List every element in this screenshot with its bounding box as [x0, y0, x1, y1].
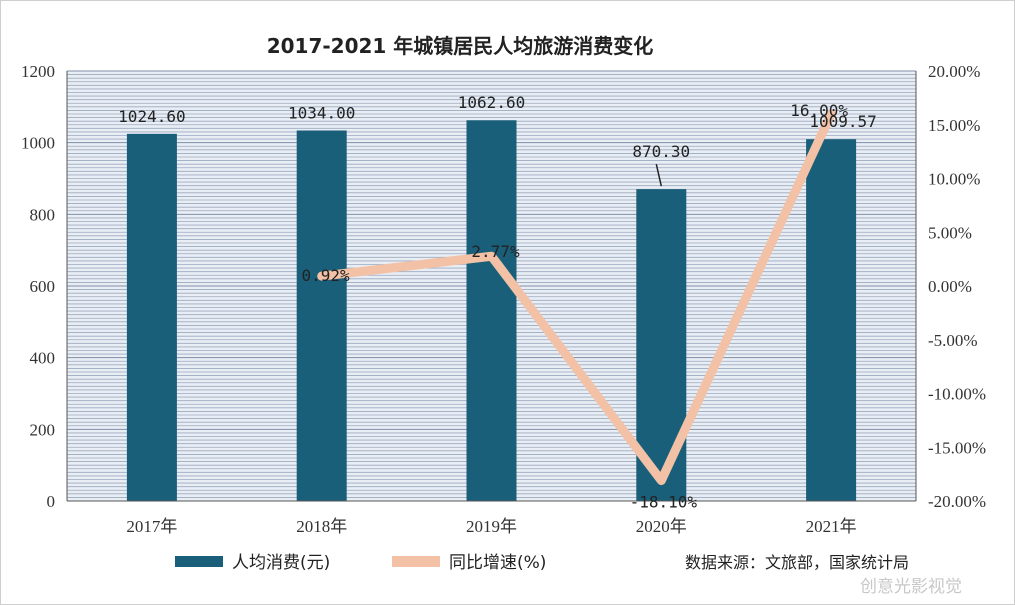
bar-2017年 — [126, 133, 177, 501]
left-tick-label: 0 — [47, 492, 56, 511]
right-tick-label: 10.00% — [928, 170, 980, 189]
growth-value-label: 16.00% — [790, 101, 848, 120]
bar-2018年 — [296, 130, 347, 501]
bar-value-label: 1034.00 — [288, 103, 355, 122]
left-axis: 0 200 400 600 800 1000 1200 — [21, 62, 68, 511]
left-tick-label: 1200 — [21, 62, 55, 81]
right-tick-label: -5.00% — [928, 331, 978, 350]
legend: 人均消费(元) 同比增速(%) 数据来源：文旅部，国家统计局 — [175, 553, 909, 573]
x-axis: 2017年 2018年 2019年 2020年 2021年 — [67, 500, 916, 536]
x-tick-label: 2019年 — [466, 517, 517, 536]
right-tick-label: -10.00% — [928, 385, 986, 404]
line-point-2019年 — [490, 255, 493, 258]
legend-swatch-bar — [175, 556, 223, 567]
x-tick-label: 2020年 — [636, 517, 687, 536]
bar-value-label: 1009.57 — [809, 112, 876, 131]
right-tick-label: 20.00% — [928, 62, 980, 81]
line-point-2021年 — [830, 113, 833, 115]
growth-value-label: -18.10% — [630, 493, 698, 512]
watermark: 创意光影视觉 — [860, 577, 962, 597]
legend-label-bar: 人均消费(元) — [232, 553, 330, 573]
left-tick-label: 600 — [30, 277, 56, 296]
growth-value-label: 2.77% — [471, 242, 520, 261]
chart-title: 2017-2021 年城镇居民人均旅游消费变化 — [267, 34, 654, 58]
label-leader-line — [655, 163, 663, 187]
bar-2019年 — [466, 120, 517, 502]
legend-label-line: 同比增速(%) — [449, 553, 546, 573]
left-tick-label: 800 — [30, 205, 56, 224]
x-tick-label: 2017年 — [126, 517, 177, 536]
right-tick-label: -20.00% — [928, 492, 986, 511]
growth-line — [317, 109, 836, 486]
bar-series — [126, 120, 857, 502]
right-axis: -20.00% -15.00% -10.00% -5.00% 0.00% 5.00% 10.… — [915, 62, 986, 511]
right-tick-label: 0.00% — [928, 277, 972, 296]
data-source: 数据来源：文旅部，国家统计局 — [685, 553, 909, 572]
growth-value-label: 0.92% — [302, 266, 351, 285]
x-tick-label: 2018年 — [296, 517, 347, 536]
bar-value-label: 1024.60 — [118, 107, 185, 126]
bar-2021年 — [806, 139, 857, 501]
left-tick-label: 400 — [30, 349, 56, 368]
line-point-2018年 — [320, 275, 323, 278]
line-series — [317, 109, 836, 486]
right-tick-label: -15.00% — [928, 438, 986, 457]
data-labels: 1024.60 1034.00 1062.60 870.30 1009.57 0.92% 2… — [118, 93, 877, 511]
legend-swatch-line — [392, 556, 440, 567]
left-tick-label: 200 — [30, 420, 56, 439]
bar-value-label: 870.30 — [632, 142, 690, 161]
right-tick-label: 15.00% — [928, 116, 980, 135]
right-tick-label: 5.00% — [928, 223, 972, 242]
left-tick-label: 1000 — [21, 134, 55, 153]
line-point-2020年 — [660, 479, 663, 482]
x-tick-label: 2021年 — [806, 517, 857, 536]
bar-value-label: 1062.60 — [458, 93, 525, 112]
